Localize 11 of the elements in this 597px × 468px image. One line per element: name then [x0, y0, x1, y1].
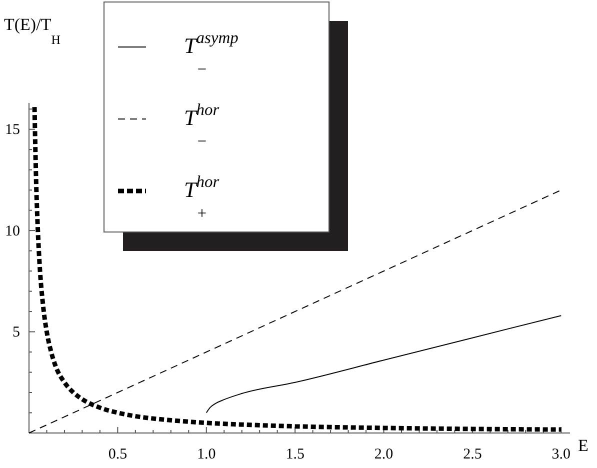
y-tick-label: 15 — [5, 122, 20, 138]
x-tick-label: 3.0 — [552, 446, 571, 462]
x-tick-label: 2.0 — [374, 446, 394, 462]
y-tick-label: 5 — [12, 324, 20, 341]
x-tick-label: 0.5 — [108, 446, 128, 462]
x-tick-label: 1.5 — [286, 446, 304, 462]
x-axis-title: E — [578, 436, 588, 455]
y-tick-label: 10 — [5, 223, 20, 240]
x-tick-label: 2.5 — [463, 446, 482, 462]
x-tick-label: 1.0 — [197, 446, 216, 462]
line-series — [206, 315, 562, 414]
